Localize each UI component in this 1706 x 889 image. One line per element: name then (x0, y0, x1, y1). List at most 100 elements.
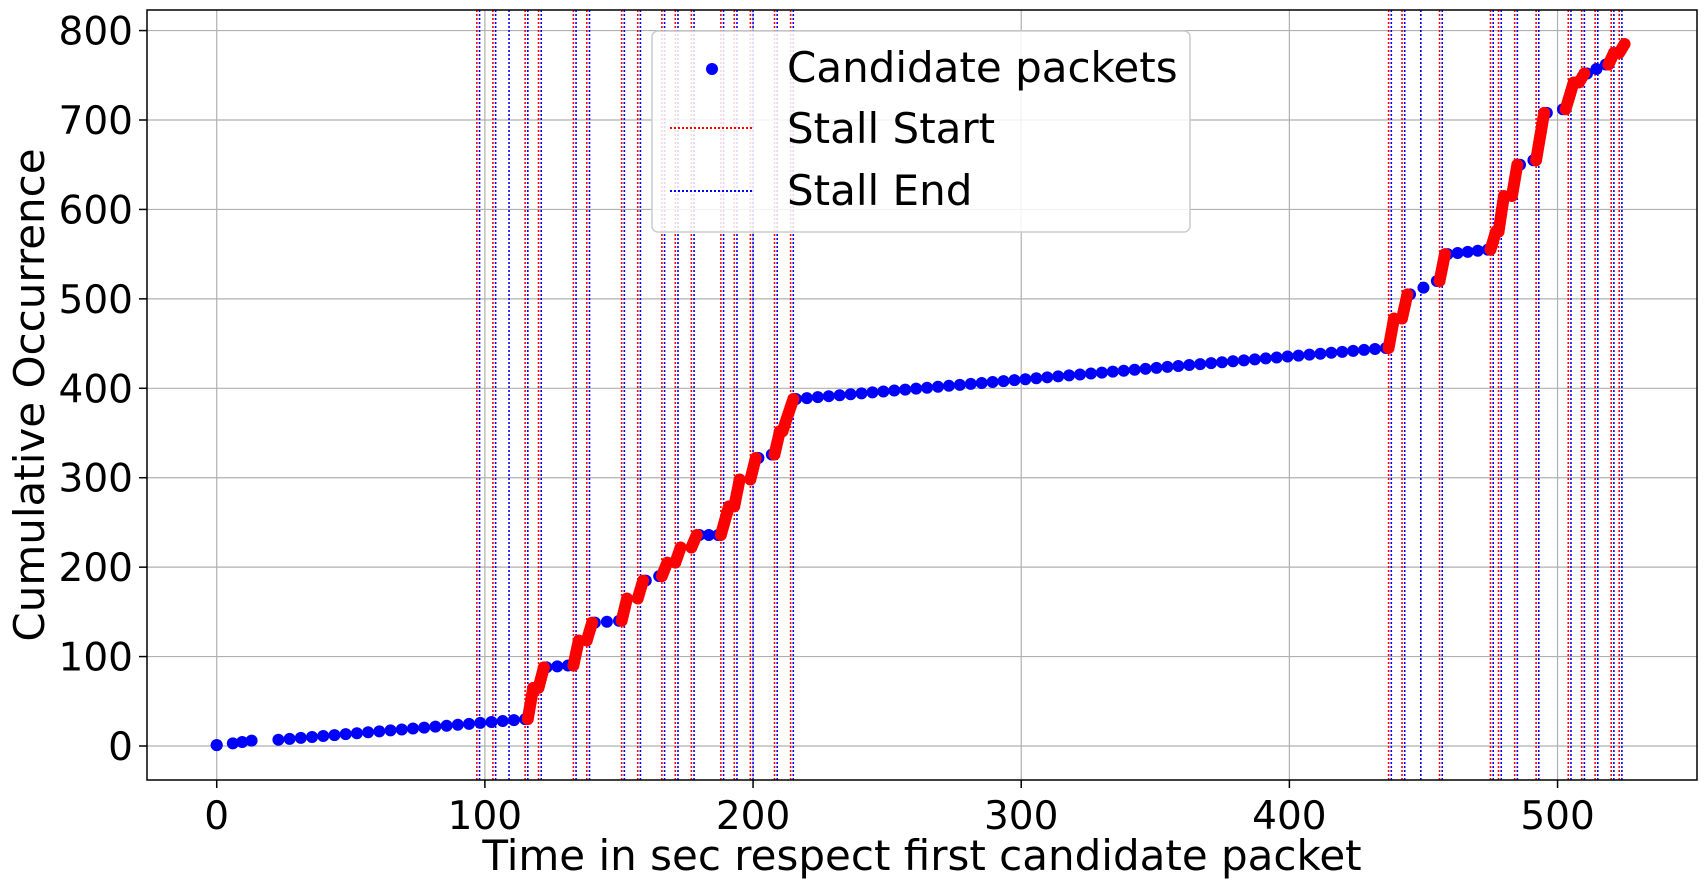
candidate-point (1008, 374, 1021, 387)
x-tick-label: 400 (1252, 794, 1326, 839)
legend-label-stall-end: Stall End (787, 166, 972, 215)
candidate-point (1461, 245, 1474, 258)
candidate-point (317, 730, 330, 743)
stall-packet-point (690, 528, 703, 541)
x-tick-label: 500 (1520, 794, 1594, 839)
candidate-point (1041, 371, 1054, 384)
candidate-point (997, 375, 1010, 388)
stall-packet-point (537, 661, 550, 674)
stall-packet-point (787, 393, 800, 406)
candidate-point (236, 735, 249, 748)
y-tick-label: 300 (59, 457, 133, 502)
y-tick-label: 800 (59, 10, 133, 55)
candidate-point (1292, 349, 1305, 362)
candidate-point (1347, 344, 1360, 357)
candidate-point (328, 729, 341, 742)
stall-packet-point (586, 616, 599, 629)
candidate-point (1161, 360, 1174, 373)
y-tick-label: 500 (59, 278, 133, 323)
candidate-point (226, 737, 239, 750)
candidate-point (1281, 350, 1294, 363)
candidate-point (1226, 355, 1239, 368)
candidate-point (210, 739, 223, 752)
candidate-point (1417, 281, 1430, 294)
candidate-point (474, 716, 487, 729)
y-tick-label: 600 (59, 188, 133, 233)
stall-packet-point (621, 592, 634, 605)
candidate-point (283, 732, 296, 745)
stall-packet-point (1511, 158, 1524, 171)
x-tick-label: 0 (204, 794, 229, 839)
legend-label-stall-start: Stall Start (787, 104, 995, 153)
candidate-point (833, 389, 846, 402)
candidate-point (418, 721, 431, 734)
candidate-point (373, 725, 386, 738)
candidate-point (451, 718, 464, 731)
candidate-point (294, 731, 307, 744)
candidate-point (429, 720, 442, 733)
y-tick-label: 200 (59, 546, 133, 591)
candidate-point (406, 722, 419, 735)
candidate-point (800, 392, 813, 405)
candidate-point (384, 724, 397, 737)
candidate-point (1095, 366, 1108, 379)
candidate-point (1237, 354, 1250, 367)
y-tick-label: 700 (59, 99, 133, 144)
candidate-point (953, 378, 966, 391)
stall-packet-point (1438, 248, 1451, 261)
candidate-point (1259, 352, 1272, 365)
candidate-point (942, 379, 955, 392)
candidate-point (395, 723, 408, 736)
candidate-point (866, 386, 879, 399)
candidate-point (507, 714, 520, 727)
stall-packet-point (749, 452, 762, 465)
candidate-point (1194, 358, 1207, 371)
candidate-point (1052, 370, 1065, 383)
stall-packet-point (1618, 37, 1631, 50)
candidate-point (822, 390, 835, 403)
data-points (210, 37, 1631, 752)
candidate-point (877, 385, 890, 398)
candidate-point (362, 726, 375, 739)
x-axis: 0 100 200 300 400 500 (204, 780, 1595, 839)
candidate-point (1369, 342, 1382, 355)
candidate-point (1183, 359, 1196, 372)
candidate-point (975, 376, 988, 389)
candidate-point (272, 733, 285, 746)
candidate-point (964, 377, 977, 390)
candidate-point (844, 388, 857, 401)
y-axis-title: Cumulative Occurrence (5, 148, 54, 641)
candidate-point (350, 727, 363, 740)
stall-packet-point (733, 473, 746, 486)
candidate-point (1248, 353, 1261, 366)
candidate-point (496, 715, 509, 728)
candidate-point (1019, 373, 1032, 386)
y-tick-label: 100 (59, 636, 133, 681)
candidate-point (1084, 367, 1097, 380)
candidate-point (1063, 369, 1076, 382)
stall-packet-point (1401, 288, 1414, 301)
candidate-point (339, 728, 352, 741)
candidate-point (888, 384, 901, 397)
candidate-point (986, 376, 999, 389)
candidate-point (1216, 356, 1229, 369)
candidate-point (463, 717, 476, 730)
stall-packet-point (674, 541, 687, 554)
candidate-point (245, 734, 258, 747)
candidate-point (1471, 244, 1484, 257)
x-axis-title: Time in sec respect first candidate pack… (481, 831, 1361, 880)
candidate-point (1205, 357, 1218, 370)
x-tick-label: 100 (448, 794, 522, 839)
candidate-point (440, 719, 453, 732)
y-tick-label: 0 (108, 725, 133, 770)
candidate-point (910, 382, 923, 395)
candidate-point (485, 715, 498, 728)
candidate-point (1270, 351, 1283, 364)
candidate-point (899, 383, 912, 396)
candidate-point (1590, 63, 1603, 76)
plot-frame (146, 9, 1698, 781)
candidate-point (1451, 247, 1464, 260)
candidate-point (1074, 368, 1087, 381)
candidate-point (811, 391, 824, 404)
